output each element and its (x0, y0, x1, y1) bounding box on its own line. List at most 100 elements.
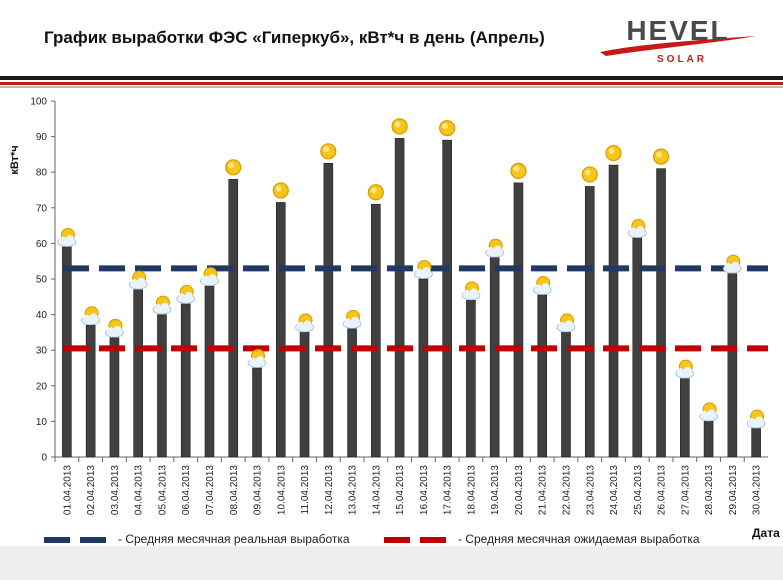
partly-cloudy-icon (152, 295, 172, 315)
partly-cloudy-icon (57, 227, 77, 247)
bar (656, 168, 666, 458)
sun-icon (320, 143, 337, 160)
bar (180, 303, 191, 458)
bar (299, 332, 310, 458)
x-tick-label: 26.04.2013 (657, 465, 668, 515)
bar (584, 186, 595, 458)
x-tick-label: 03.04.2013 (110, 465, 121, 515)
partly-cloudy-icon (485, 238, 505, 258)
partly-cloudy-icon (532, 276, 552, 295)
bar (62, 246, 72, 458)
x-tick-label: 20.04.2013 (514, 465, 525, 515)
partly-cloudy-icon (105, 318, 124, 338)
partly-cloudy-icon (413, 260, 433, 279)
x-tick-label: 09.04.2013 (253, 465, 264, 515)
y-tick-label: 10 (36, 417, 48, 428)
bar (85, 324, 96, 458)
y-tick-label: 40 (36, 310, 48, 321)
legend-real-label: - Средняя месячная реальная выработка (118, 532, 350, 546)
y-tick-label: 100 (30, 97, 47, 108)
x-tick-label: 08.04.2013 (229, 465, 240, 515)
bar (537, 294, 548, 458)
y-tick-label: 30 (36, 346, 48, 357)
header-divider-red (0, 82, 783, 85)
partly-cloudy-icon (722, 254, 742, 274)
x-tick-label: 21.04.2013 (538, 465, 549, 515)
y-axis-label: кВт*ч (9, 145, 21, 174)
x-tick-label: 23.04.2013 (585, 465, 596, 515)
x-tick-label: 29.04.2013 (728, 465, 739, 515)
bar (680, 378, 690, 458)
y-tick-label: 70 (36, 203, 48, 214)
y-tick-label: 20 (36, 381, 48, 392)
x-tick-label: 18.04.2013 (466, 465, 477, 515)
x-tick-label: 22.04.2013 (561, 465, 572, 515)
partly-cloudy-icon (556, 313, 576, 333)
x-tick-label: 19.04.2013 (490, 465, 501, 515)
sun-icon (652, 148, 670, 165)
x-tick-label: 02.04.2013 (86, 465, 97, 515)
y-tick-label: 50 (36, 275, 48, 286)
bar (489, 257, 500, 458)
sun-icon (225, 159, 242, 176)
bar (371, 203, 381, 458)
bar (204, 285, 215, 458)
partly-cloudy-icon (675, 359, 695, 379)
x-tick-label: 07.04.2013 (205, 465, 216, 515)
logo-sub-text: SOLAR (657, 54, 707, 65)
bar (561, 332, 571, 458)
bar (608, 164, 619, 458)
x-axis-label: Дата (752, 526, 780, 540)
bar (394, 138, 405, 458)
x-tick-label: 27.04.2013 (680, 465, 691, 515)
x-tick-label: 30.04.2013 (752, 465, 763, 515)
chart-weather-icons (57, 118, 766, 429)
x-tick-label: 05.04.2013 (157, 465, 168, 515)
sun-icon (510, 162, 527, 179)
bar (275, 202, 286, 458)
logo-swoosh (600, 36, 756, 56)
x-tick-label: 13.04.2013 (348, 465, 359, 515)
bar (727, 273, 738, 458)
sun-icon (581, 166, 598, 183)
x-tick-label: 24.04.2013 (609, 465, 620, 515)
hevel-solar-logo: HEVEL SOLAR (600, 15, 756, 65)
partly-cloudy-icon (627, 219, 647, 238)
sun-icon (367, 184, 384, 201)
x-tick-label: 17.04.2013 (443, 465, 454, 515)
partly-cloudy-icon (200, 267, 219, 287)
y-tick-label: 60 (36, 239, 48, 250)
x-tick-label: 11.04.2013 (300, 465, 311, 515)
bar (751, 428, 761, 458)
chart-reference-lines (63, 265, 768, 352)
x-tick-label: 14.04.2013 (371, 465, 382, 515)
sun-icon (439, 120, 456, 137)
partly-cloudy-icon (699, 402, 718, 422)
y-tick-label: 90 (36, 132, 48, 143)
bar (513, 182, 524, 458)
x-tick-label: 10.04.2013 (276, 465, 287, 515)
bar (347, 328, 357, 458)
x-tick-label: 06.04.2013 (181, 465, 192, 515)
bar (157, 314, 167, 458)
sun-icon (605, 144, 622, 162)
x-tick-label: 25.04.2013 (633, 465, 644, 515)
y-tick-label: 80 (36, 168, 48, 179)
bar (323, 163, 334, 458)
sun-icon (272, 182, 289, 199)
bar (703, 421, 714, 458)
bar (109, 337, 120, 458)
page-title: График выработки ФЭС «Гиперкуб», кВт*ч в… (44, 28, 545, 47)
header-divider-dark (0, 76, 783, 80)
logo-main-text: HEVEL (626, 15, 729, 46)
bar (252, 367, 262, 458)
bar (466, 300, 476, 458)
x-tick-label: 04.04.2013 (134, 465, 145, 515)
partly-cloudy-icon (81, 306, 101, 326)
partly-cloudy-icon (176, 284, 196, 304)
x-tick-label: 01.04.2013 (62, 465, 73, 515)
header-divider-gray (0, 86, 783, 88)
bar (442, 139, 452, 458)
chart-bars (62, 138, 761, 458)
x-tick-label: 15.04.2013 (395, 465, 406, 515)
